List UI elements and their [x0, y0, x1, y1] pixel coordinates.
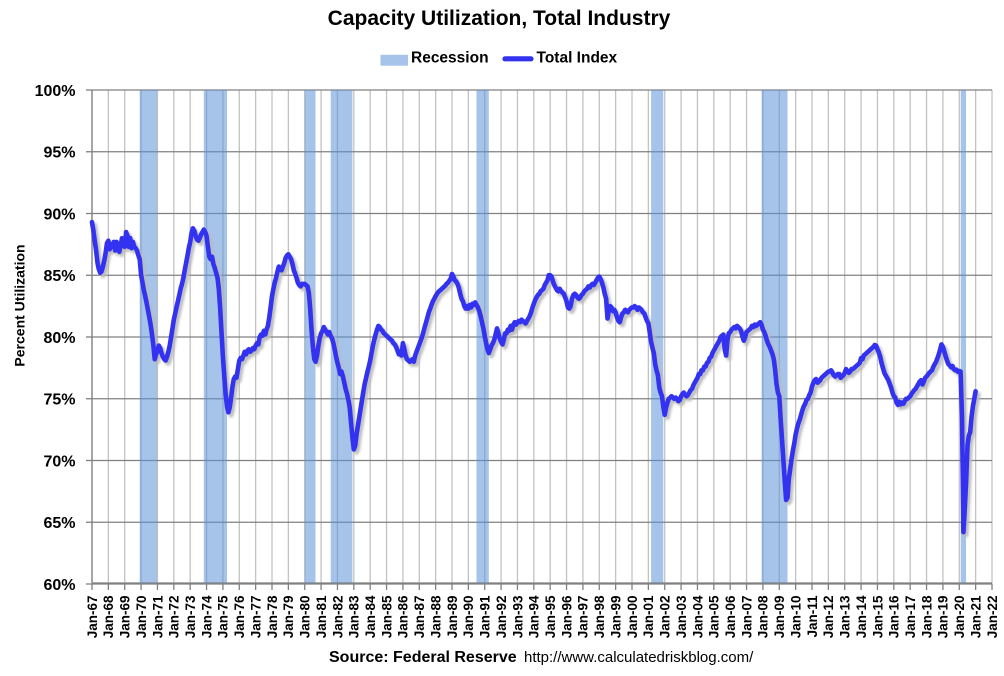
- svg-text:Jan-99: Jan-99: [608, 596, 623, 639]
- svg-text:Jan-81: Jan-81: [314, 595, 329, 638]
- svg-text:Jan-93: Jan-93: [510, 595, 525, 638]
- svg-text:Jan-78: Jan-78: [265, 595, 280, 638]
- svg-text:Jan-74: Jan-74: [199, 595, 214, 638]
- svg-text:Jan-03: Jan-03: [674, 595, 689, 638]
- svg-text:Jan-04: Jan-04: [690, 595, 705, 638]
- svg-text:100%: 100%: [35, 83, 76, 100]
- svg-text:Jan-82: Jan-82: [330, 596, 345, 639]
- svg-text:Jan-96: Jan-96: [559, 595, 574, 638]
- svg-text:Jan-83: Jan-83: [347, 595, 362, 638]
- svg-text:Capacity Utilization, Total In: Capacity Utilization, Total Industry: [328, 7, 671, 30]
- svg-text:Jan-77: Jan-77: [248, 596, 263, 639]
- svg-text:Jan-79: Jan-79: [281, 596, 296, 639]
- svg-text:Jan-86: Jan-86: [396, 595, 411, 638]
- svg-text:Jan-14: Jan-14: [854, 595, 869, 638]
- svg-text:Jan-00: Jan-00: [625, 596, 640, 639]
- svg-text:Jan-98: Jan-98: [592, 595, 607, 638]
- svg-text:Jan-94: Jan-94: [527, 595, 542, 638]
- svg-text:95%: 95%: [43, 145, 75, 162]
- svg-text:Recession: Recession: [411, 50, 489, 67]
- svg-text:Jan-88: Jan-88: [428, 595, 443, 638]
- svg-text:Jan-18: Jan-18: [919, 595, 934, 638]
- svg-text:Jan-80: Jan-80: [298, 596, 313, 639]
- svg-text:75%: 75%: [43, 392, 75, 409]
- svg-text:Jan-06: Jan-06: [723, 595, 738, 638]
- svg-text:Jan-85: Jan-85: [379, 595, 394, 638]
- svg-text:Jan-72: Jan-72: [167, 596, 182, 639]
- svg-text:Jan-92: Jan-92: [494, 596, 509, 639]
- svg-text:Jan-75: Jan-75: [216, 595, 231, 638]
- svg-text:85%: 85%: [43, 268, 75, 285]
- svg-text:Jan-76: Jan-76: [232, 595, 247, 638]
- svg-text:Jan-95: Jan-95: [543, 595, 558, 638]
- svg-text:65%: 65%: [43, 515, 75, 532]
- svg-text:Jan-91: Jan-91: [478, 595, 493, 638]
- svg-text:Jan-90: Jan-90: [461, 596, 476, 639]
- svg-text:Total Index: Total Index: [537, 50, 618, 67]
- svg-text:Percent Utilization: Percent Utilization: [11, 244, 27, 366]
- svg-text:Jan-87: Jan-87: [412, 596, 427, 639]
- svg-text:Jan-13: Jan-13: [838, 595, 853, 638]
- svg-text:Jan-67: Jan-67: [85, 596, 100, 639]
- svg-text:Jan-19: Jan-19: [936, 596, 951, 639]
- svg-text:Jan-84: Jan-84: [363, 595, 378, 638]
- svg-text:Jan-07: Jan-07: [739, 596, 754, 639]
- svg-text:Jan-15: Jan-15: [870, 595, 885, 638]
- svg-text:Jan-11: Jan-11: [805, 595, 820, 638]
- svg-text:Jan-12: Jan-12: [821, 596, 836, 639]
- svg-text:Jan-10: Jan-10: [788, 596, 803, 639]
- svg-text:Jan-68: Jan-68: [101, 595, 116, 638]
- svg-text:Jan-89: Jan-89: [445, 596, 460, 639]
- svg-text:Jan-20: Jan-20: [952, 596, 967, 639]
- svg-text:Jan-08: Jan-08: [756, 595, 771, 638]
- svg-text:Jan-21: Jan-21: [968, 595, 983, 638]
- svg-text:80%: 80%: [43, 330, 75, 347]
- svg-text:Jan-73: Jan-73: [183, 595, 198, 638]
- svg-text:Jan-97: Jan-97: [576, 596, 591, 639]
- svg-text:Jan-69: Jan-69: [118, 596, 133, 639]
- svg-text:Jan-16: Jan-16: [887, 595, 902, 638]
- svg-text:Jan-22: Jan-22: [985, 596, 1000, 639]
- svg-text:Jan-01: Jan-01: [641, 595, 656, 638]
- svg-text:Jan-71: Jan-71: [150, 595, 165, 638]
- svg-text:Jan-05: Jan-05: [707, 595, 722, 638]
- svg-text:60%: 60%: [43, 577, 75, 594]
- svg-text:70%: 70%: [43, 453, 75, 470]
- svg-text:http://www.calculatedriskblog.: http://www.calculatedriskblog.com/: [524, 649, 754, 666]
- svg-text:Jan-02: Jan-02: [658, 596, 673, 639]
- svg-text:90%: 90%: [43, 206, 75, 223]
- svg-text:Jan-70: Jan-70: [134, 596, 149, 639]
- svg-text:Jan-17: Jan-17: [903, 596, 918, 639]
- svg-text:Jan-09: Jan-09: [772, 596, 787, 639]
- svg-text:Source: Federal Reserve: Source: Federal Reserve: [329, 649, 517, 666]
